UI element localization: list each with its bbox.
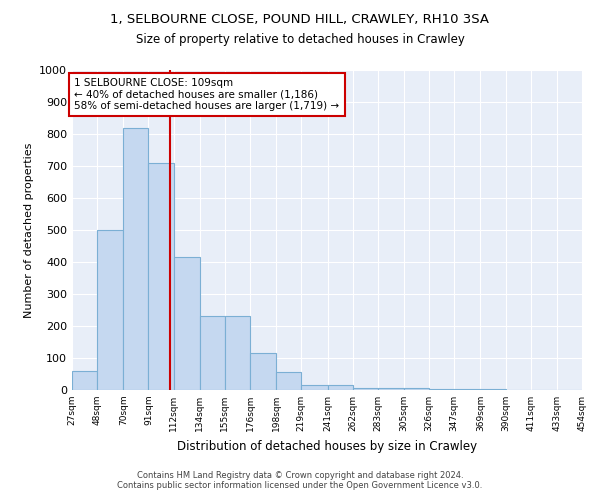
Bar: [225, 316, 250, 390]
Bar: [124, 128, 148, 390]
Bar: [378, 388, 404, 390]
Bar: [481, 389, 506, 390]
Bar: [250, 353, 276, 390]
Bar: [301, 385, 328, 390]
Bar: [276, 372, 301, 390]
Bar: [404, 388, 429, 390]
Text: 1 SELBOURNE CLOSE: 109sqm
← 40% of detached houses are smaller (1,186)
58% of se: 1 SELBOURNE CLOSE: 109sqm ← 40% of detac…: [74, 78, 340, 111]
Bar: [454, 389, 481, 390]
Bar: [148, 163, 173, 390]
Bar: [173, 257, 200, 390]
Text: Size of property relative to detached houses in Crawley: Size of property relative to detached ho…: [136, 32, 464, 46]
Text: 1, SELBOURNE CLOSE, POUND HILL, CRAWLEY, RH10 3SA: 1, SELBOURNE CLOSE, POUND HILL, CRAWLEY,…: [110, 12, 490, 26]
Bar: [328, 385, 353, 390]
Y-axis label: Number of detached properties: Number of detached properties: [23, 142, 34, 318]
Bar: [97, 230, 124, 390]
X-axis label: Distribution of detached houses by size in Crawley: Distribution of detached houses by size …: [177, 440, 477, 452]
Text: Contains HM Land Registry data © Crown copyright and database right 2024.
Contai: Contains HM Land Registry data © Crown c…: [118, 470, 482, 490]
Bar: [200, 316, 225, 390]
Bar: [429, 389, 454, 390]
Bar: [72, 371, 97, 390]
Bar: [353, 388, 378, 390]
